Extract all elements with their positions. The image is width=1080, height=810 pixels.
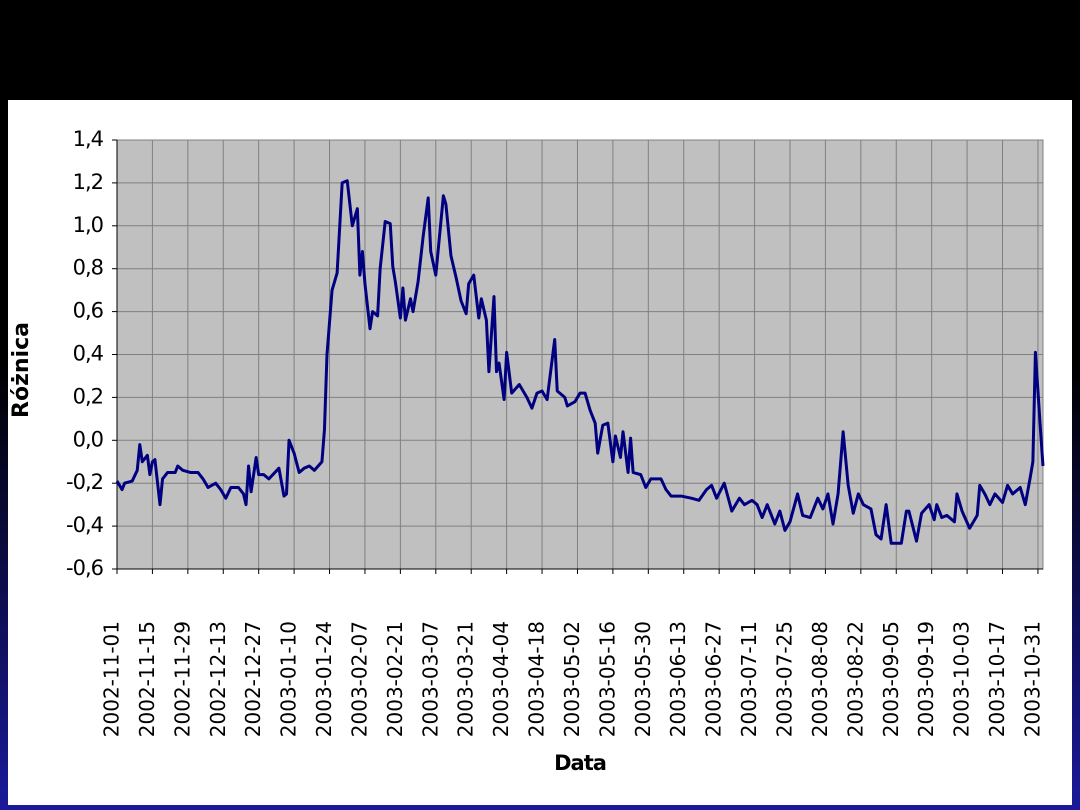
y-tick-label: 0,8: [73, 256, 103, 280]
y-tick-label: 0,2: [73, 384, 103, 408]
x-tick-label: 2003-02-21: [383, 621, 407, 737]
x-tick-label: 2003-04-04: [489, 621, 513, 737]
x-tick-label: 2003-10-31: [1020, 621, 1044, 737]
y-tick-label: 0,4: [73, 342, 104, 366]
x-tick-label: 2003-06-27: [702, 621, 726, 737]
y-axis-label: Różnica: [9, 322, 34, 418]
x-tick-label: 2003-03-07: [418, 621, 442, 737]
x-tick-label: 2003-07-11: [737, 621, 761, 737]
x-tick-label: 2003-01-24: [312, 621, 336, 737]
y-tick-label: -0,2: [66, 470, 103, 494]
x-tick-label: 2003-05-30: [631, 621, 655, 737]
y-tick-label: 1,0: [73, 213, 103, 237]
x-tick-label: 2002-11-01: [100, 621, 124, 737]
x-tick-label: 2003-09-05: [879, 621, 903, 737]
x-tick-label: 2003-01-10: [277, 621, 301, 737]
x-tick-label: 2003-10-03: [950, 621, 974, 737]
y-tick-label: 1,2: [73, 170, 103, 194]
x-tick-label: 2003-06-13: [666, 621, 690, 737]
x-tick-label: 2003-10-17: [985, 621, 1009, 737]
y-tick-label: -0,4: [66, 513, 104, 537]
x-tick-label: 2003-08-22: [843, 621, 867, 737]
x-tick-label: 2003-02-07: [347, 621, 371, 737]
x-tick-label: 2002-11-15: [135, 621, 159, 737]
x-tick-label: 2002-12-27: [241, 621, 265, 737]
x-tick-label: 2002-12-13: [206, 621, 230, 737]
x-tick-label: 2003-07-25: [772, 621, 796, 737]
y-tick-label: 0,0: [73, 427, 103, 451]
x-tick-label: 2003-03-21: [454, 621, 478, 737]
y-tick-label: 0,6: [73, 299, 104, 323]
y-tick-label: -0,6: [66, 556, 104, 580]
x-tick-label: 2003-09-19: [914, 621, 938, 737]
plot-group: Data Różnica -0,6 -0,4 -0,2 0,0 0,2 0,4 0,6 0,8…: [9, 127, 1045, 775]
x-tick-label: 2003-08-08: [808, 621, 832, 737]
x-tick-label: 2003-04-18: [525, 621, 549, 737]
data-line: [115, 179, 1045, 545]
x-tick-label: 2003-05-16: [595, 621, 619, 737]
x-tick-label: 2002-11-29: [170, 621, 194, 737]
x-axis-label: Data: [554, 751, 606, 775]
y-tick-label: 1,4: [73, 127, 104, 151]
x-tick-label: 2003-05-02: [560, 621, 584, 737]
